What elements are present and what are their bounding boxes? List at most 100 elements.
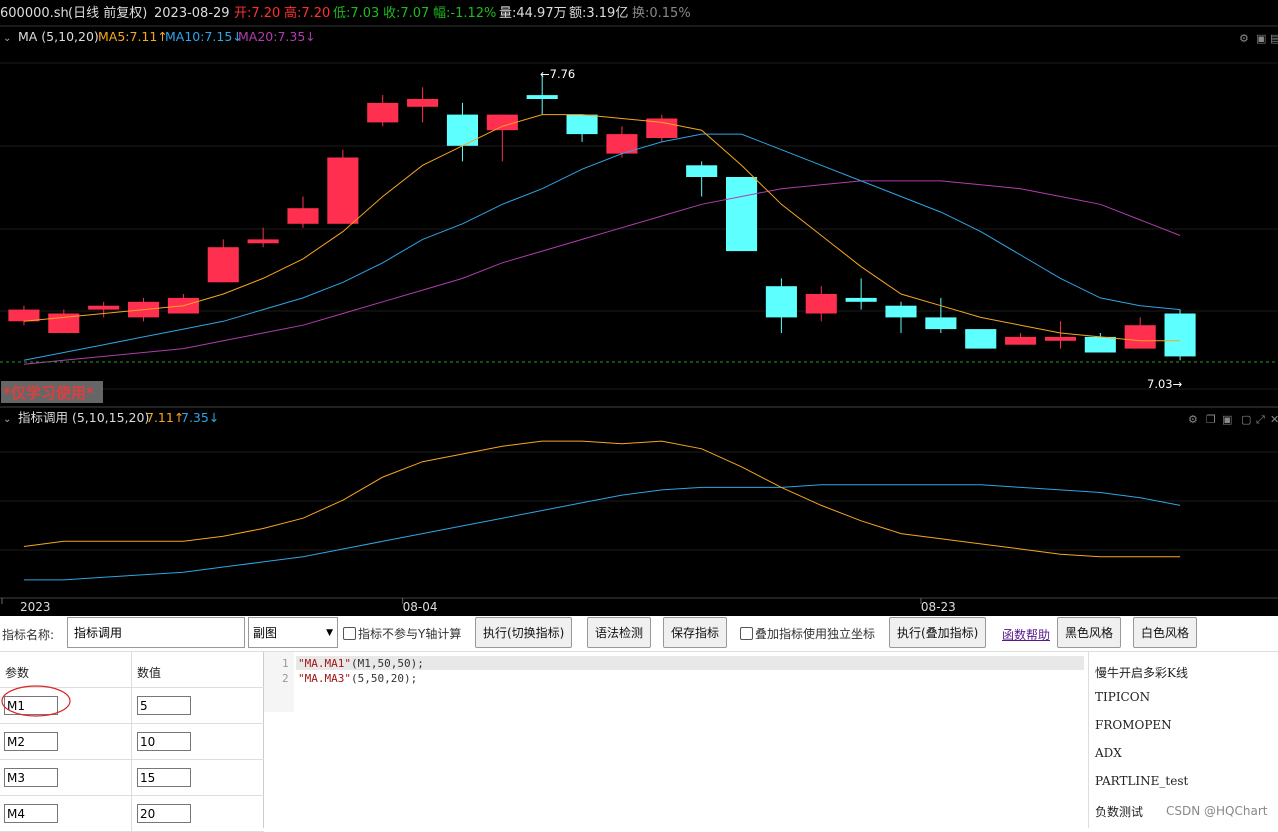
- candle-body: [805, 294, 837, 314]
- checkbox-box[interactable]: [740, 627, 753, 640]
- header-amount: 额:3.19亿: [569, 6, 628, 21]
- execute-overlay-button[interactable]: 执行(叠加指标): [889, 617, 987, 648]
- line-number: 1: [282, 657, 289, 670]
- candles-group: [8, 75, 1196, 361]
- candle-body: [686, 165, 718, 177]
- x-tick-label: 08-23: [921, 600, 956, 614]
- yaxis-exclude-checkbox[interactable]: 指标不参与Y轴计算: [343, 625, 461, 642]
- params-col-name: 参数: [5, 666, 30, 680]
- ma-pane-collapse-icon[interactable]: ⌄: [3, 33, 11, 44]
- ind-settings-icon[interactable]: ⚙: [1188, 413, 1198, 426]
- watermark-text: *仅学习使用*: [3, 384, 94, 402]
- indicator-ma3-line: [23, 484, 1181, 581]
- code-line-1[interactable]: "MA.MA1"(M1,50,50);: [298, 657, 424, 671]
- candle-body: [1164, 313, 1196, 357]
- candle-body: [367, 102, 399, 123]
- params-col-value: 数值: [137, 666, 162, 680]
- ind-copy-icon[interactable]: ❐: [1206, 413, 1216, 426]
- overlay-icon[interactable]: ▣: [1256, 32, 1266, 45]
- independent-axis-checkbox[interactable]: 叠加指标使用独立坐标: [740, 625, 875, 642]
- header-volume: 量:44.97万: [499, 6, 567, 21]
- candle-body: [965, 329, 997, 349]
- ind-maximize-icon[interactable]: ▢: [1241, 413, 1251, 426]
- param-value-input[interactable]: [137, 768, 191, 787]
- param-name-input[interactable]: [4, 804, 58, 823]
- list-item[interactable]: 慢牛开启多彩K线: [1095, 666, 1188, 680]
- param-name-input[interactable]: [4, 732, 58, 751]
- chart-svg[interactable]: 600000.sh (日线 前复权) 2023-08-29 开:7.20 高:7…: [0, 0, 1278, 616]
- x-tick-label: 08-04: [403, 600, 438, 614]
- list-item[interactable]: 负数测试: [1095, 805, 1144, 819]
- save-indicator-button[interactable]: 保存指标: [663, 617, 728, 648]
- ind-close-icon[interactable]: ✕: [1270, 413, 1278, 426]
- indicator-lines-group: [23, 440, 1181, 581]
- list-item[interactable]: PARTLINE_test: [1095, 774, 1189, 788]
- candle-body: [845, 297, 877, 302]
- list-item[interactable]: TIPICON: [1095, 690, 1151, 704]
- param-value-input[interactable]: [137, 804, 191, 823]
- ind-expand-icon[interactable]: ⤢: [1256, 413, 1265, 426]
- candle-body: [327, 157, 359, 224]
- credit-watermark: CSDN @HQChart: [1166, 804, 1268, 818]
- syntax-check-button[interactable]: 语法检测: [587, 617, 652, 648]
- ma10-value: MA10:7.15↓: [165, 29, 243, 44]
- list-item[interactable]: FROMOPEN: [1095, 718, 1172, 732]
- candle-body: [1084, 336, 1116, 353]
- candle-body: [885, 305, 917, 318]
- execute-switch-button[interactable]: 执行(切换指标): [475, 617, 573, 648]
- function-help-link[interactable]: 函数帮助: [1002, 628, 1051, 642]
- column-separator: [131, 724, 132, 759]
- independent-axis-label: 叠加指标使用独立坐标: [755, 627, 876, 641]
- collapse-pane-icon[interactable]: ▤: [1270, 32, 1278, 45]
- line-number: 2: [282, 672, 289, 685]
- x-tick-label: 2023: [20, 600, 51, 614]
- candle-body: [247, 239, 279, 244]
- list-item[interactable]: ADX: [1095, 746, 1122, 760]
- ma10-line: [23, 133, 1181, 361]
- code-editor[interactable]: 1 2 "MA.MA1"(M1,50,50); "MA.MA3"(5,50,20…: [264, 652, 1088, 828]
- param-name-input[interactable]: [4, 696, 58, 715]
- header-symbol: 600000.sh: [0, 6, 69, 21]
- indicator-type-select[interactable]: 副图 ▼: [248, 617, 338, 648]
- header-turnover: 换:0.15%: [632, 6, 691, 21]
- indicator-name-input[interactable]: [67, 617, 245, 648]
- ma5-value: MA5:7.11↑: [98, 29, 168, 44]
- ind-overlay-icon[interactable]: ▣: [1222, 413, 1232, 426]
- header-change: 幅:-1.12%: [433, 6, 496, 21]
- checkbox-box[interactable]: [343, 627, 356, 640]
- candle-body: [88, 305, 120, 310]
- code-line-2[interactable]: "MA.MA3"(5,50,20);: [298, 672, 417, 686]
- ma20-line: [23, 180, 1181, 365]
- candle-body: [606, 134, 638, 154]
- indicator-collapse-icon[interactable]: ⌄: [3, 414, 11, 425]
- param-row: [0, 685, 264, 724]
- header-date: 2023-08-29: [154, 6, 230, 21]
- settings-icon[interactable]: ⚙: [1239, 32, 1249, 45]
- indicator-ma1-line: [23, 440, 1181, 558]
- annotation-circle: [1, 685, 71, 717]
- param-row: [0, 724, 264, 760]
- param-name-input[interactable]: [4, 768, 58, 787]
- candle-body: [287, 208, 319, 224]
- indicator-pane-tools: ⚙ ❐ ▣ ▢ ⤢ ✕: [1188, 413, 1278, 426]
- code-args: (M1,50,50);: [350, 657, 424, 670]
- candle-body: [207, 247, 239, 283]
- chart-area[interactable]: 600000.sh (日线 前复权) 2023-08-29 开:7.20 高:7…: [0, 0, 1278, 616]
- param-value-input[interactable]: [137, 696, 191, 715]
- indicator-v2: 7.35↓: [181, 410, 219, 425]
- code-args: (5,50,20);: [350, 672, 418, 685]
- watermark-bg: [1, 381, 103, 403]
- candle-body: [646, 118, 678, 138]
- indicator-name-label: 指标名称:: [2, 628, 55, 642]
- param-value-input[interactable]: [137, 732, 191, 751]
- code-string: "MA.MA3": [298, 672, 351, 685]
- indicator-toolbar: 指标名称: 副图 ▼ 指标不参与Y轴计算 执行(切换指标) 语法检测 保存指标 …: [0, 616, 1278, 652]
- annotation-ellipse: [1, 685, 71, 717]
- select-chevron-icon: ▼: [326, 627, 333, 638]
- indicator-list: 慢牛开启多彩K线 TIPICON FROMOPEN ADX PARTLINE_t…: [1088, 652, 1278, 828]
- candle-body: [765, 286, 797, 318]
- white-style-button[interactable]: 白色风格: [1133, 617, 1198, 648]
- black-style-button[interactable]: 黑色风格: [1057, 617, 1122, 648]
- param-row: [0, 796, 264, 832]
- candle-body: [407, 99, 439, 107]
